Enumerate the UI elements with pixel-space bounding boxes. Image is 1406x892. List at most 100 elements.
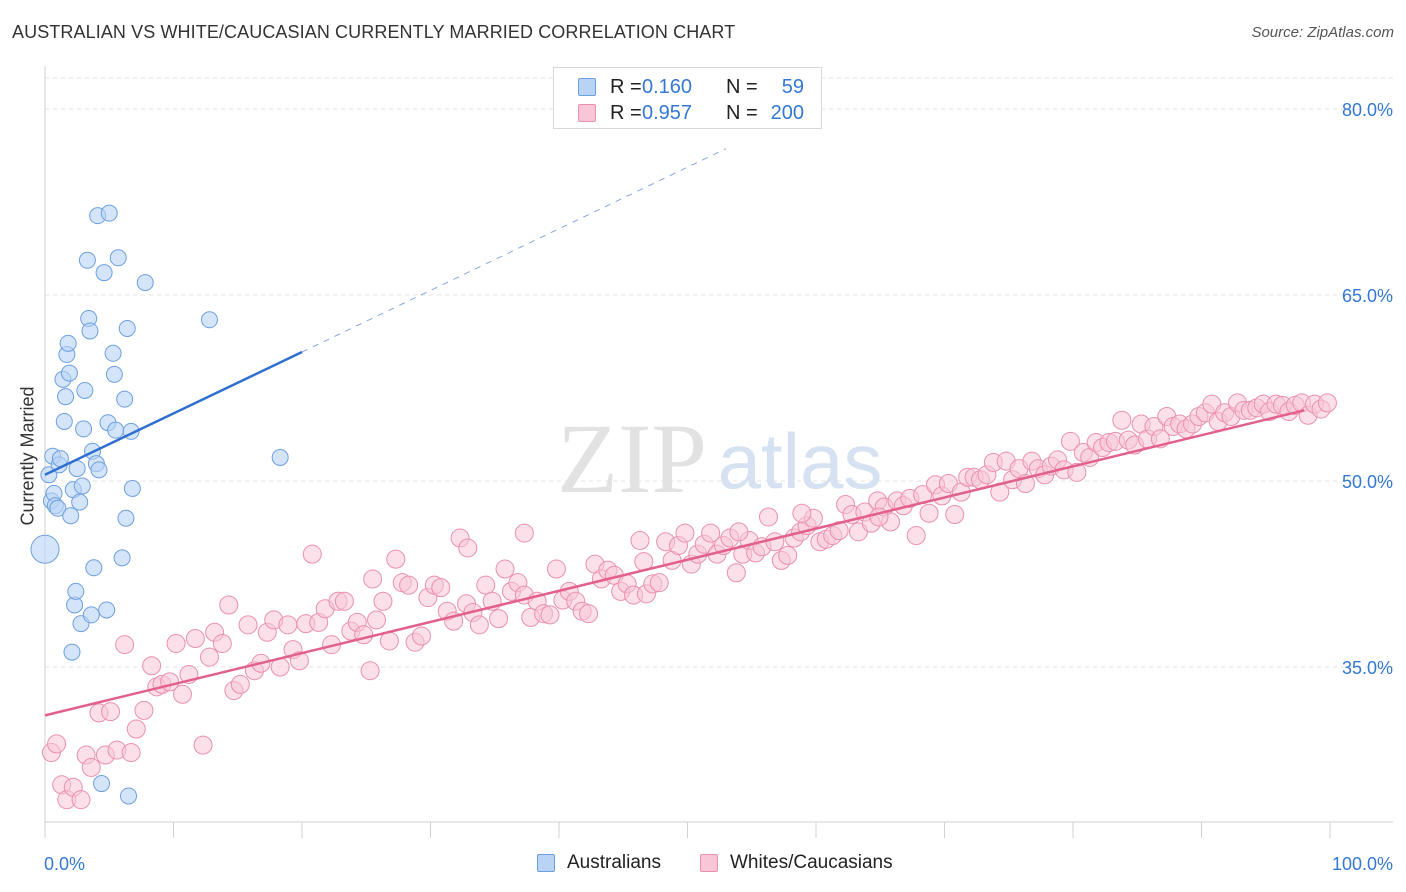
watermark-atlas: atlas bbox=[718, 417, 883, 505]
australians-legend-swatch bbox=[537, 854, 555, 872]
point-whites bbox=[765, 532, 785, 552]
point-whites bbox=[701, 523, 721, 543]
legend-item-whites[interactable]: Whites/Caucasians bbox=[700, 852, 893, 874]
point-australians bbox=[116, 390, 134, 408]
point-australians bbox=[67, 582, 85, 600]
point-australians bbox=[59, 334, 77, 352]
axes bbox=[44, 66, 1393, 838]
trendline-australians bbox=[44, 350, 303, 476]
watermark: ZIP atlas bbox=[557, 403, 882, 514]
point-australians bbox=[104, 344, 122, 362]
point-whites bbox=[121, 743, 141, 763]
point-whites bbox=[579, 604, 599, 624]
tick-labels: 35.0% 50.0% 65.0% 80.0% 0.0% 100.0% bbox=[44, 100, 1393, 874]
point-australians bbox=[63, 643, 81, 661]
point-australians bbox=[113, 549, 131, 567]
point-australians bbox=[136, 274, 154, 292]
n-label: N = bbox=[726, 75, 758, 98]
point-australians bbox=[57, 388, 75, 406]
point-australians bbox=[60, 364, 78, 382]
point-australians bbox=[78, 251, 96, 269]
n-value: 200 bbox=[770, 101, 804, 124]
r-value: 0.160 bbox=[642, 75, 693, 98]
point-whites bbox=[495, 559, 515, 579]
point-whites bbox=[792, 503, 812, 523]
point-whites bbox=[726, 563, 746, 583]
point-australians bbox=[105, 365, 123, 383]
point-australians bbox=[100, 204, 118, 222]
stats-row-australians: R = 0.160 N = 59 bbox=[578, 75, 804, 99]
point-whites bbox=[412, 626, 432, 646]
point-australians bbox=[49, 499, 67, 517]
point-whites bbox=[172, 684, 192, 704]
point-australians bbox=[120, 787, 138, 805]
point-australians bbox=[82, 606, 100, 624]
point-australians bbox=[81, 322, 99, 340]
point-whites bbox=[919, 503, 939, 523]
point-whites bbox=[829, 521, 849, 541]
point-whites bbox=[134, 700, 154, 720]
whites-swatch bbox=[578, 104, 596, 122]
point-australians bbox=[200, 311, 218, 329]
point-whites bbox=[945, 504, 965, 524]
point-whites bbox=[546, 559, 566, 579]
point-whites bbox=[238, 615, 258, 635]
r-label: R = bbox=[610, 75, 642, 98]
series-australians bbox=[30, 204, 289, 805]
point-whites bbox=[101, 702, 121, 722]
point-whites bbox=[386, 549, 406, 569]
legend-item-australians[interactable]: Australians bbox=[537, 852, 661, 874]
point-whites bbox=[399, 575, 419, 595]
point-australians bbox=[62, 507, 80, 525]
stats-row-whites: R = 0.957 N = 200 bbox=[578, 101, 804, 125]
point-whites bbox=[81, 757, 101, 777]
trendline-whites bbox=[44, 409, 1305, 717]
gridlines bbox=[45, 77, 1393, 668]
point-whites bbox=[47, 734, 67, 754]
point-whites bbox=[630, 531, 650, 551]
point-whites bbox=[278, 615, 298, 635]
point-australians bbox=[76, 381, 94, 399]
point-whites bbox=[1067, 462, 1087, 482]
n-label: N = bbox=[726, 101, 758, 124]
point-whites bbox=[302, 544, 322, 564]
point-whites bbox=[219, 595, 239, 615]
point-whites bbox=[71, 790, 91, 810]
point-whites bbox=[778, 545, 798, 565]
point-whites bbox=[185, 628, 205, 648]
n-value: 59 bbox=[781, 75, 804, 98]
point-australians bbox=[107, 421, 125, 439]
point-whites bbox=[906, 526, 926, 546]
point-australians bbox=[98, 601, 116, 619]
point-whites bbox=[142, 656, 162, 676]
chart-source: Source: ZipAtlas.com bbox=[1251, 24, 1394, 41]
watermark-zip: ZIP bbox=[557, 403, 707, 514]
point-whites bbox=[476, 575, 496, 595]
point-whites bbox=[729, 522, 749, 542]
point-australians bbox=[85, 559, 103, 577]
point-whites bbox=[1317, 393, 1337, 413]
point-whites bbox=[193, 735, 213, 755]
point-whites bbox=[431, 578, 451, 598]
whites-legend-swatch bbox=[700, 854, 718, 872]
point-australians bbox=[271, 448, 289, 466]
point-australians bbox=[55, 412, 73, 430]
point-australians bbox=[117, 509, 135, 527]
point-whites bbox=[199, 647, 219, 667]
point-whites bbox=[126, 719, 146, 739]
point-whites bbox=[354, 625, 374, 645]
point-australians bbox=[71, 493, 89, 511]
stats-legend: R = 0.160 N = 59 R = 0.957 N = 200 bbox=[553, 67, 822, 129]
point-whites bbox=[758, 507, 778, 527]
point-whites bbox=[230, 674, 250, 694]
r-value: 0.957 bbox=[642, 101, 693, 124]
point-whites bbox=[363, 569, 383, 589]
point-whites bbox=[360, 661, 380, 681]
point-whites bbox=[212, 633, 232, 653]
point-whites bbox=[469, 615, 489, 635]
point-whites bbox=[334, 591, 354, 611]
y-tick-label: 50.0% bbox=[1342, 472, 1393, 492]
point-whites bbox=[1060, 431, 1080, 451]
australians-swatch bbox=[578, 78, 596, 96]
